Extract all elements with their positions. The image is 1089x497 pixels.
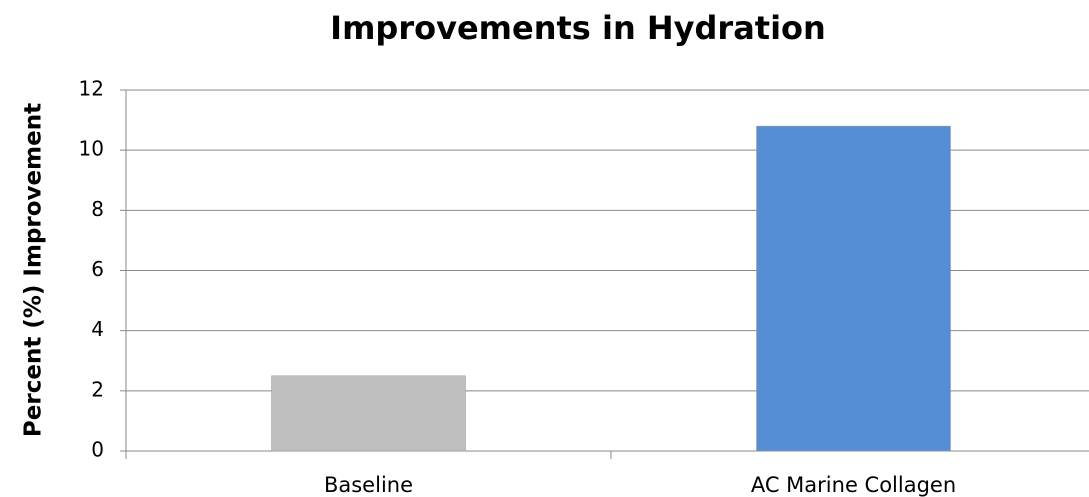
x-tick-label: Baseline [324, 473, 413, 497]
y-tick-label: 8 [91, 197, 104, 221]
y-tick-label: 12 [79, 77, 104, 101]
y-tick-label: 6 [91, 257, 104, 281]
chart-title: Improvements in Hydration [330, 9, 826, 47]
y-tick-label: 0 [91, 438, 104, 462]
bar [756, 125, 951, 452]
y-tick-label: 10 [79, 137, 104, 161]
y-tick-label: 2 [91, 377, 104, 401]
y-tick-label: 4 [91, 317, 104, 341]
x-tick-label: AC Marine Collagen [751, 473, 956, 497]
bar [271, 375, 466, 452]
y-axis-label: Percent (%) Improvement [21, 103, 47, 437]
